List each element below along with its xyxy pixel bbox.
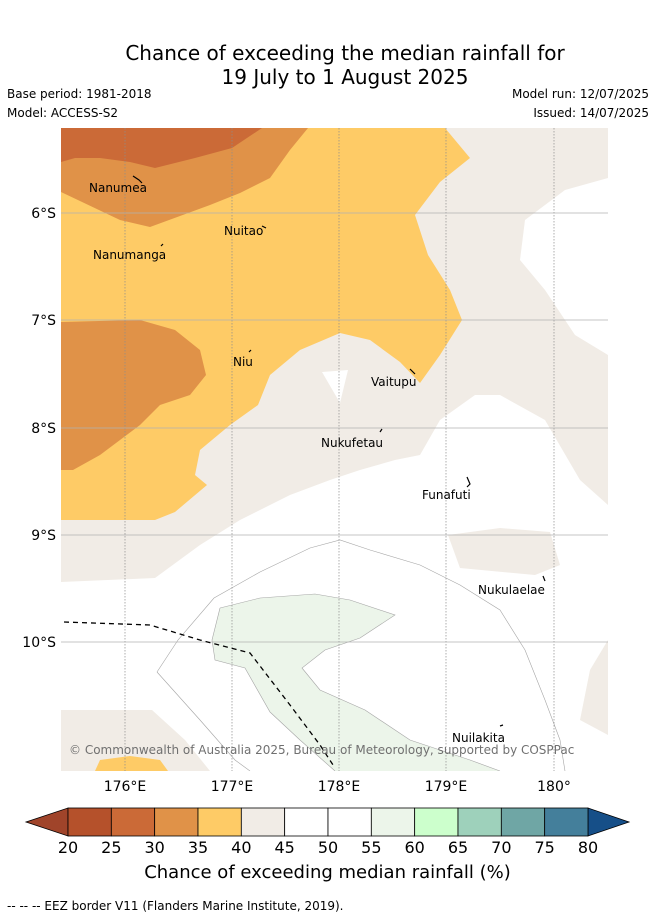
model-run: Model run: 12/07/2025: [511, 87, 649, 101]
colorbar-tick: 65: [448, 838, 468, 857]
colorbar-under-arrow: [24, 807, 69, 837]
place-nanumanga: Nanumanga: [93, 248, 166, 262]
colorbar-tick: 55: [361, 838, 381, 857]
map-area: Nanumea Nanumanga Nuitao Niu Vaitupu Nuk…: [61, 128, 608, 771]
colorbar-tick: 30: [144, 838, 164, 857]
colorbar-segment: [154, 807, 199, 837]
place-nuilakita: Nuilakita: [452, 731, 505, 745]
colorbar-tick: 80: [578, 838, 598, 857]
colorbar-tick: 25: [101, 838, 121, 857]
colorbar-tick: 70: [491, 838, 511, 857]
base-period: Base period: 1981-2018: [7, 87, 152, 101]
region-55-60: [212, 594, 500, 771]
lat-tick: 10°S: [22, 635, 56, 651]
island-marks: [132, 175, 546, 727]
contour-50-inner: [156, 671, 251, 771]
place-nuitao: Nuitao: [224, 224, 263, 238]
colorbar-tick: 60: [404, 838, 424, 857]
colorbar-segment: [67, 807, 112, 837]
island-labels: Nanumea Nanumanga Nuitao Niu Vaitupu Nuk…: [89, 181, 545, 745]
lat-tick: 9°S: [31, 528, 56, 544]
lat-tick: 6°S: [31, 206, 56, 222]
lon-tick: 178°E: [318, 779, 361, 795]
lon-tick: 180°: [537, 779, 571, 795]
model-name: Model: ACCESS-S2: [7, 106, 119, 120]
lon-tick: 177°E: [211, 779, 254, 795]
lat-tick-labels: 6°S 7°S 8°S 9°S 10°S: [22, 206, 56, 651]
colorbar-segment: [197, 807, 242, 837]
colorbar-tick: 50: [318, 838, 338, 857]
colorbar-segment: [457, 807, 502, 837]
eez-border: [63, 621, 336, 769]
lon-tick: 179°E: [425, 779, 468, 795]
copyright-text: © Commonwealth of Australia 2025, Bureau…: [69, 743, 574, 757]
gridlines: [124, 128, 555, 771]
lat-tick: 8°S: [31, 421, 56, 437]
colorbar-segment: [500, 807, 546, 837]
region-25-30: [61, 128, 262, 168]
region-40-45-east: [448, 528, 560, 575]
place-nanumea: Nanumea: [89, 181, 147, 195]
place-nukufetau: Nukufetau: [321, 436, 383, 450]
colorbar-segment: [240, 807, 286, 837]
issued-date: Issued: 14/07/2025: [533, 106, 649, 120]
place-nukulaelae: Nukulaelae: [478, 583, 545, 597]
colorbar-segment: [284, 807, 329, 837]
title-line-2: 19 July to 1 August 2025: [221, 65, 469, 89]
colorbar-segment: [110, 807, 156, 837]
colorbar-segment: [544, 807, 589, 837]
place-niu: Niu: [233, 355, 253, 369]
colorbar-tick: 45: [274, 838, 294, 857]
colorbar-tick: 20: [58, 838, 78, 857]
colorbar-over-arrow: [587, 807, 631, 837]
lat-tick: 7°S: [31, 313, 56, 329]
region-30-35-west: [61, 320, 206, 470]
region-35-40: [61, 128, 470, 520]
colorbar-tick: 40: [231, 838, 251, 857]
colorbar-label: Chance of exceeding median rainfall (%): [144, 862, 511, 883]
contour-55b: [211, 607, 336, 771]
colorbar-segment: [370, 807, 416, 837]
colorbar-tick: 35: [188, 838, 208, 857]
white-patch: [322, 370, 348, 403]
contour-55: [219, 593, 501, 771]
region-35-40-south: [95, 756, 168, 771]
lon-tick-labels: 176°E 177°E 178°E 179°E 180°: [104, 779, 571, 795]
eez-legend: -- -- -- EEZ border V11 (Flanders Marine…: [7, 899, 344, 913]
title-line-1: Chance of exceeding the median rainfall …: [125, 41, 565, 65]
place-funafuti: Funafuti: [422, 488, 471, 502]
region-40-45-south: [61, 710, 210, 771]
colorbar-segment: [327, 807, 372, 837]
contour-50: [156, 539, 566, 771]
lon-tick: 176°E: [104, 779, 147, 795]
region-40-45-se: [580, 640, 608, 735]
place-vaitupu: Vaitupu: [371, 375, 417, 389]
colorbar-tick: 75: [534, 838, 554, 857]
colorbar: 20 25 30 35 40 45 50 55 60 65 70 75 80: [24, 807, 631, 857]
gridlines-lat: [61, 212, 608, 643]
colorbar-segment: [414, 807, 459, 837]
